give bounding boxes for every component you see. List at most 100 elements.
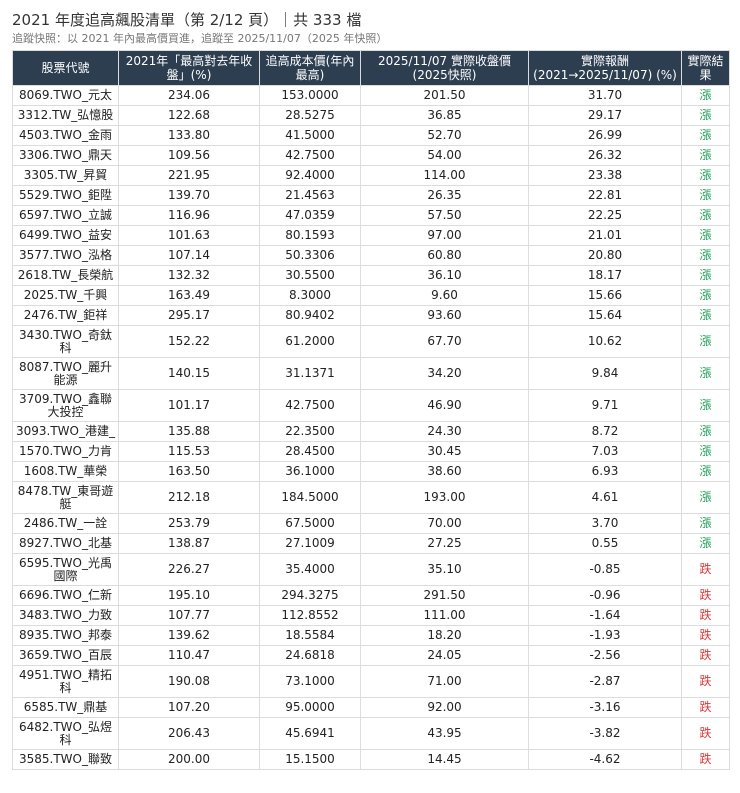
page-title: 2021 年度追高飆股清單（第 2/12 頁）｜共 333 檔: [12, 11, 362, 29]
cell-code: 3659.TWO_百辰: [12, 645, 119, 666]
cell-cost: 92.4000: [259, 165, 361, 186]
table-row: 1608.TW_華榮 163.50 36.1000 38.60 6.93 漲: [12, 461, 730, 482]
cell-close: 9.60: [360, 285, 529, 306]
cell-code: 3577.TWO_泓格: [12, 245, 119, 266]
cell-result: 跌: [681, 717, 730, 750]
cell-result: 漲: [681, 421, 730, 442]
cell-return: -2.56: [528, 645, 682, 666]
table-row: 8927.TWO_北基 138.87 27.1009 27.25 0.55 漲: [12, 533, 730, 554]
table-row: 8478.TW_東哥遊艇 212.18 184.5000 193.00 4.61 漲: [12, 481, 730, 514]
cell-cost: 153.0000: [259, 85, 361, 106]
cell-cost: 61.2000: [259, 325, 361, 358]
cell-result: 漲: [681, 185, 730, 206]
cell-code: 3483.TWO_力致: [12, 605, 119, 626]
cell-cost: 42.7500: [259, 389, 361, 422]
cell-code: 2486.TW_一詮: [12, 513, 119, 534]
cell-cost: 24.6818: [259, 645, 361, 666]
table-row: 3093.TWO_港建_ 135.88 22.3500 24.30 8.72 漲: [12, 421, 730, 442]
cell-return: 31.70: [528, 85, 682, 106]
table-row: 6585.TW_鼎基 107.20 95.0000 92.00 -3.16 跌: [12, 697, 730, 718]
cell-cost: 184.5000: [259, 481, 361, 514]
cell-result: 漲: [681, 125, 730, 146]
cell-return: 21.01: [528, 225, 682, 246]
cell-close: 52.70: [360, 125, 529, 146]
cell-cost: 112.8552: [259, 605, 361, 626]
cell-pct: 109.56: [118, 145, 260, 166]
cell-result: 漲: [681, 441, 730, 462]
page-subtitle: 追蹤快照：以 2021 年內最高價買進，追蹤至 2025/11/07（2025 …: [12, 32, 388, 45]
cell-return: 10.62: [528, 325, 682, 358]
table-row: 4951.TWO_精拓科 190.08 73.1000 71.00 -2.87 跌: [12, 665, 730, 698]
cell-pct: 135.88: [118, 421, 260, 442]
cell-code: 5529.TWO_鉅陞: [12, 185, 119, 206]
cell-cost: 67.5000: [259, 513, 361, 534]
table-row: 3709.TWO_鑫聯大投控 101.17 42.7500 46.90 9.71 漲: [12, 389, 730, 422]
cell-close: 201.50: [360, 85, 529, 106]
table-row: 2025.TW_千興 163.49 8.3000 9.60 15.66 漲: [12, 285, 730, 306]
cell-result: 跌: [681, 625, 730, 646]
cell-close: 24.05: [360, 645, 529, 666]
cell-result: 漲: [681, 533, 730, 554]
cell-close: 34.20: [360, 357, 529, 390]
cell-return: -3.16: [528, 697, 682, 718]
cell-cost: 22.3500: [259, 421, 361, 442]
cell-close: 35.10: [360, 553, 529, 586]
cell-result: 漲: [681, 265, 730, 286]
cell-cost: 41.5000: [259, 125, 361, 146]
cell-code: 4951.TWO_精拓科: [12, 665, 119, 698]
table-row: 6499.TWO_益安 101.63 80.1593 97.00 21.01 漲: [12, 225, 730, 246]
cell-pct: 206.43: [118, 717, 260, 750]
cell-code: 3312.TW_弘憶股: [12, 105, 119, 126]
cell-close: 14.45: [360, 749, 529, 770]
cell-result: 漲: [681, 165, 730, 186]
cell-result: 跌: [681, 585, 730, 606]
cell-cost: 42.7500: [259, 145, 361, 166]
cell-return: 6.93: [528, 461, 682, 482]
cell-return: 9.71: [528, 389, 682, 422]
cell-close: 92.00: [360, 697, 529, 718]
table-row: 8087.TWO_麗升能源 140.15 31.1371 34.20 9.84 漲: [12, 357, 730, 390]
cell-close: 36.10: [360, 265, 529, 286]
cell-close: 27.25: [360, 533, 529, 554]
cell-return: 15.64: [528, 305, 682, 326]
cell-code: 3430.TWO_奇鈦科: [12, 325, 119, 358]
cell-pct: 107.14: [118, 245, 260, 266]
cell-close: 24.30: [360, 421, 529, 442]
cell-return: 22.81: [528, 185, 682, 206]
cell-return: -4.62: [528, 749, 682, 770]
table-row: 2486.TW_一詮 253.79 67.5000 70.00 3.70 漲: [12, 513, 730, 534]
cell-pct: 221.95: [118, 165, 260, 186]
table-row: 3305.TW_昇貿 221.95 92.4000 114.00 23.38 漲: [12, 165, 730, 186]
cell-close: 114.00: [360, 165, 529, 186]
cell-return: 23.38: [528, 165, 682, 186]
cell-pct: 195.10: [118, 585, 260, 606]
cell-pct: 152.22: [118, 325, 260, 358]
cell-pct: 132.32: [118, 265, 260, 286]
table-row: 2618.TW_長榮航 132.32 30.5500 36.10 18.17 漲: [12, 265, 730, 286]
cell-close: 111.00: [360, 605, 529, 626]
cell-cost: 30.5500: [259, 265, 361, 286]
cell-result: 跌: [681, 665, 730, 698]
table-row: 6597.TWO_立誠 116.96 47.0359 57.50 22.25 漲: [12, 205, 730, 226]
cell-pct: 101.63: [118, 225, 260, 246]
cell-return: 18.17: [528, 265, 682, 286]
cell-return: 29.17: [528, 105, 682, 126]
cell-result: 跌: [681, 605, 730, 626]
cell-cost: 28.5275: [259, 105, 361, 126]
column-header-pct: 2021年「最高對去年收盤」(%): [118, 50, 260, 86]
table-row: 3312.TW_弘憶股 122.68 28.5275 36.85 29.17 漲: [12, 105, 730, 126]
cell-return: 22.25: [528, 205, 682, 226]
cell-result: 漲: [681, 105, 730, 126]
cell-close: 70.00: [360, 513, 529, 534]
cell-code: 6482.TWO_弘煜科: [12, 717, 119, 750]
cell-close: 193.00: [360, 481, 529, 514]
cell-return: 7.03: [528, 441, 682, 462]
column-header-result: 實際結果: [681, 50, 730, 86]
cell-close: 26.35: [360, 185, 529, 206]
cell-cost: 35.4000: [259, 553, 361, 586]
cell-close: 54.00: [360, 145, 529, 166]
stock-table: 股票代號 2021年「最高對去年收盤」(%) 追高成本價(年內最高) 2025/…: [12, 50, 730, 770]
cell-cost: 45.6941: [259, 717, 361, 750]
cell-return: 26.99: [528, 125, 682, 146]
cell-pct: 253.79: [118, 513, 260, 534]
